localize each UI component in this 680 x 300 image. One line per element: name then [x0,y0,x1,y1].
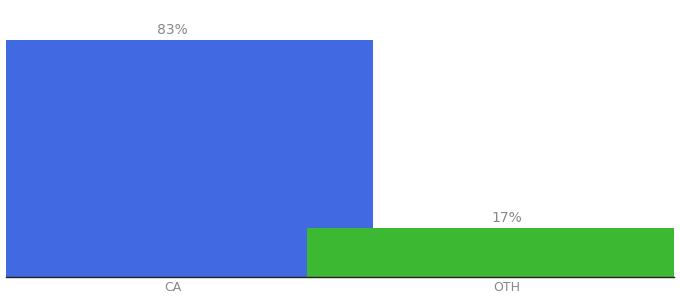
Bar [307,228,680,277]
Text: 83%: 83% [157,23,188,37]
Text: 17%: 17% [492,211,523,225]
Bar [0,40,373,277]
